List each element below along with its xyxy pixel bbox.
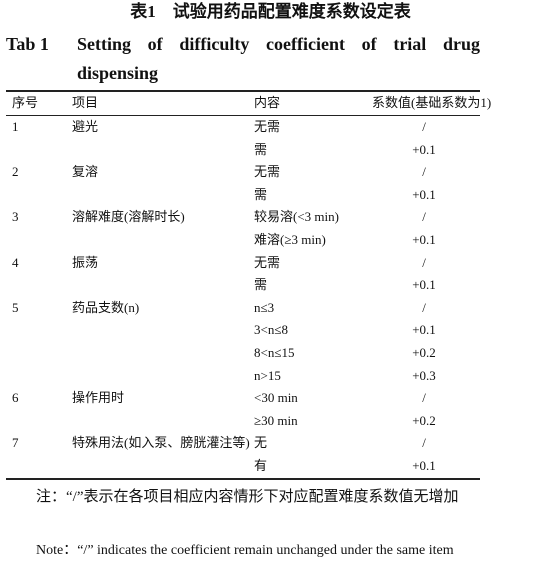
row-number: 7: [12, 435, 19, 451]
row-content: n≤3: [254, 299, 275, 315]
row-value: /: [422, 164, 426, 180]
row-content: 需: [254, 186, 268, 202]
row-item: 溶解难度(溶解时长): [72, 209, 185, 225]
header-rule: [6, 115, 480, 116]
row-item: 药品支数(n): [72, 299, 140, 315]
row-number: 3: [12, 209, 19, 225]
row-item: 复溶: [72, 164, 99, 180]
row-value: /: [422, 254, 426, 270]
row-content: 需: [254, 141, 268, 157]
row-item: 振荡: [72, 254, 99, 270]
row-content: <30 min: [254, 390, 298, 406]
row-content: 需: [254, 277, 268, 293]
row-content: n>15: [254, 367, 281, 383]
row-value: +0.1: [412, 322, 436, 338]
title-en: Setting of difficulty coefficient of tri…: [77, 34, 480, 83]
row-content: 无需: [254, 254, 281, 270]
row-number: 2: [12, 164, 19, 180]
row-content: 8<n≤15: [254, 345, 295, 360]
row-value: +0.1: [412, 277, 436, 293]
row-number: 6: [12, 390, 19, 406]
row-value: /: [422, 299, 426, 315]
row-number: 4: [12, 254, 19, 270]
row-item: 避光: [72, 119, 99, 134]
tab-label: Tab 1: [6, 34, 49, 54]
row-content: 3<n≤8: [254, 322, 288, 338]
row-content: 无需: [254, 119, 281, 134]
column-header: 内容: [254, 95, 281, 110]
row-value: +0.1: [412, 186, 436, 202]
row-item: 特殊用法(如入泵、膀胱灌注等): [72, 435, 250, 451]
row-item: 操作用时: [72, 390, 125, 406]
row-number: 5: [12, 299, 19, 315]
row-number: 1: [12, 119, 19, 134]
note-en: Note：“/” indicates the coefficient remai…: [36, 543, 454, 558]
column-header: 系数值(基础系数为1): [372, 95, 492, 110]
row-value: +0.1: [412, 141, 436, 157]
row-value: +0.2: [412, 412, 436, 428]
bottom-rule: [6, 478, 480, 480]
top-rule: [6, 90, 480, 92]
row-value: /: [422, 435, 426, 451]
row-value: +0.1: [412, 458, 436, 473]
row-content: 较易溶(<3 min): [254, 209, 339, 225]
row-value: /: [422, 209, 426, 225]
row-value: +0.1: [412, 232, 436, 247]
column-header: 序号: [12, 95, 39, 110]
note-cn: 注：“/”表示在各项目相应内容情形下对应配置难度系数值无增加: [36, 489, 459, 505]
row-content: ≥30 min: [254, 412, 298, 428]
row-content: 难溶(≥3 min): [254, 232, 326, 247]
row-value: /: [422, 390, 426, 406]
row-content: 有: [254, 458, 268, 473]
column-header: 项目: [72, 95, 99, 110]
title-cn: 表1 试验用药品配置难度系数设定表: [130, 2, 411, 21]
row-value: +0.2: [412, 345, 436, 360]
row-content: 无: [254, 435, 268, 451]
row-value: /: [422, 119, 426, 134]
row-content: 无需: [254, 164, 281, 180]
row-value: +0.3: [412, 367, 436, 383]
